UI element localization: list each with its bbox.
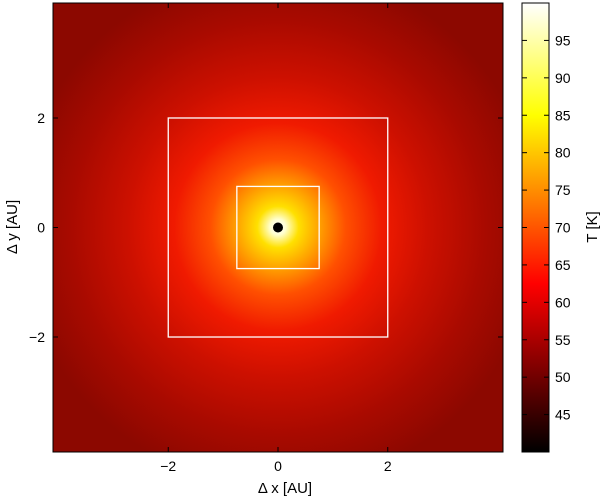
- y-axis-label: Δ y [AU]: [4, 200, 21, 254]
- heatmap-plot-area: [52, 2, 504, 453]
- central-mask-dot: [273, 222, 283, 233]
- colorbar-tick-label: 70: [555, 220, 571, 236]
- y-tick-label: 0: [37, 220, 45, 236]
- x-axis-ticks: −2 0 2: [160, 3, 392, 474]
- colorbar-tick-label: 65: [555, 257, 571, 273]
- y-axis-ticks: −2 0 2: [29, 110, 503, 345]
- zoom-box-1: [167, 117, 389, 338]
- x-axis-label: Δ x [AU]: [258, 480, 312, 497]
- colorbar-tick-label: 50: [555, 369, 571, 385]
- colorbar-tick-label: 60: [555, 294, 571, 310]
- colorbar-tick-label: 80: [555, 145, 571, 161]
- zoom-box-2: [236, 185, 320, 270]
- colorbar-tick-label: 45: [555, 407, 571, 423]
- colorbar-tick-label: 90: [555, 70, 571, 86]
- y-tick-label: 2: [37, 110, 45, 126]
- x-tick-label: 0: [274, 458, 282, 474]
- colorbar-ticks: 45 50 55 60 65 70 75 80 85 90 95: [522, 32, 571, 423]
- zoom-boxes: [167, 117, 389, 338]
- colorbar-tick-label: 75: [555, 182, 571, 198]
- colorbar: 45 50 55 60 65 70 75 80 85 90 95 T [K]: [521, 2, 600, 453]
- x-tick-label: 2: [384, 458, 392, 474]
- colorbar-tick-label: 85: [555, 107, 571, 123]
- x-tick-label: −2: [160, 458, 176, 474]
- colorbar-tick-label: 95: [555, 32, 571, 48]
- colorbar-tick-label: 55: [555, 332, 571, 348]
- y-tick-label: −2: [29, 329, 45, 345]
- colorbar-label: T [K]: [584, 211, 600, 242]
